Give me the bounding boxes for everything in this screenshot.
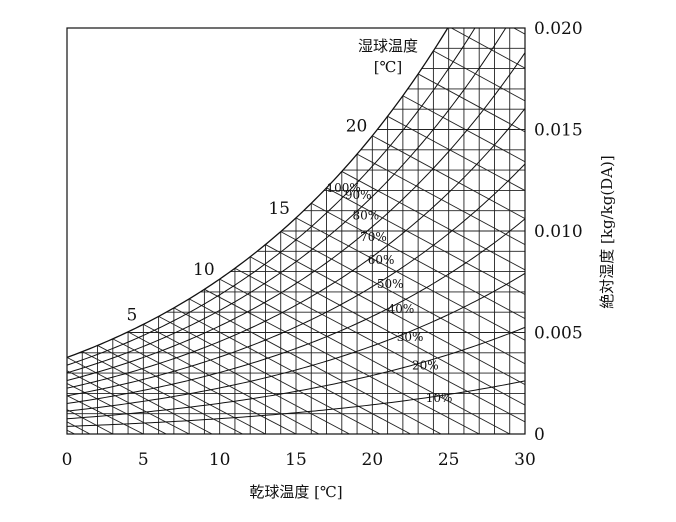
rh-label: 100% xyxy=(327,181,361,195)
wet-bulb-line xyxy=(188,298,442,434)
y-tick-label: 0.005 xyxy=(534,324,583,344)
rh-label: 60% xyxy=(368,253,395,267)
wet-bulb-line xyxy=(265,244,525,386)
rh-label: 30% xyxy=(397,330,424,344)
rh-curve-10 xyxy=(67,380,525,427)
y-axis-label: 絶対湿度 [kg/kg(DA)] xyxy=(598,155,616,308)
wet-bulb-line xyxy=(82,351,243,434)
rh-label: 10% xyxy=(426,391,453,405)
wet-bulb-line xyxy=(67,357,213,434)
wet-bulb-line xyxy=(402,95,525,163)
rh-label: 80% xyxy=(352,208,379,222)
x-tick-label: 15 xyxy=(285,450,307,470)
x-tick-label: 20 xyxy=(362,450,384,470)
y-tick-label: 0.020 xyxy=(534,19,583,39)
x-tick-label: 5 xyxy=(138,450,149,470)
wet-bulb-line xyxy=(372,135,525,220)
rh-label: 20% xyxy=(412,358,439,372)
wet-bulb-unit: [℃] xyxy=(374,58,402,76)
rh-curve-40 xyxy=(67,218,525,404)
wet-bulb-line xyxy=(204,288,480,434)
rh-curve-90 xyxy=(67,28,476,366)
wet-bulb-line xyxy=(67,421,91,434)
x-tick-label: 10 xyxy=(209,450,231,470)
x-axis-label: 乾球温度 [℃] xyxy=(249,483,342,501)
wet-bulb-line xyxy=(249,256,525,406)
chart-curves xyxy=(67,28,525,427)
wet-bulb-line xyxy=(341,171,525,271)
wet-bulb-line xyxy=(387,115,525,192)
wet-bulb-label: 5 xyxy=(127,305,138,325)
rh-curve-30 xyxy=(67,272,525,412)
y-tick-label: 0.010 xyxy=(534,222,583,242)
rh-curve-20 xyxy=(67,326,525,420)
rh-label: 50% xyxy=(377,277,404,291)
rh-label: 70% xyxy=(360,230,387,244)
wet-bulb-line xyxy=(0,389,52,434)
wet-bulb-line xyxy=(280,231,525,365)
saturation-curve xyxy=(67,28,449,359)
y-tick-label: 0.015 xyxy=(534,121,583,141)
wet-bulb-line xyxy=(97,345,266,434)
wet-bulb-line xyxy=(234,267,525,423)
wet-bulb-title: 湿球温度 xyxy=(358,37,418,55)
rh-label: 90% xyxy=(345,188,372,202)
wet-bulb-line xyxy=(356,153,525,246)
wet-bulb-line xyxy=(143,323,350,434)
wet-bulb-label: 15 xyxy=(268,199,290,219)
wet-bulb-line xyxy=(158,315,381,434)
wet-bulb-line xyxy=(219,278,510,434)
wet-bulb-line xyxy=(311,202,525,320)
wet-bulb-line xyxy=(127,331,320,434)
plot-frame xyxy=(66,27,526,435)
wet-bulb-label: 20 xyxy=(346,117,368,137)
wet-bulb-line xyxy=(326,187,525,296)
rh-curve-80 xyxy=(67,28,507,374)
wet-bulb-line xyxy=(67,429,75,434)
wet-bulb-line xyxy=(433,50,525,102)
chart-labels: 0 5 10 15 20 25 30 0 0.005 0.010 0.015 0.020 5 10 15 20… xyxy=(62,19,583,470)
rh-label: 40% xyxy=(388,302,415,316)
x-tick-label: 0 xyxy=(62,450,73,470)
wet-bulb-line xyxy=(295,217,525,341)
wet-bulb-line xyxy=(112,338,297,434)
wet-bulb-label: 10 xyxy=(193,260,215,280)
x-tick-label: 25 xyxy=(438,450,460,470)
chart-grid xyxy=(0,0,676,434)
wet-bulb-line xyxy=(67,409,114,434)
x-tick-label: 30 xyxy=(514,450,536,470)
rh-curve-70 xyxy=(67,52,525,381)
rh-curve-60 xyxy=(67,108,525,389)
wet-bulb-line xyxy=(0,392,29,434)
wet-bulb-line xyxy=(510,0,676,434)
y-tick-label: 0 xyxy=(534,425,545,445)
wet-bulb-line xyxy=(479,0,676,434)
rh-curve-50 xyxy=(67,163,525,397)
